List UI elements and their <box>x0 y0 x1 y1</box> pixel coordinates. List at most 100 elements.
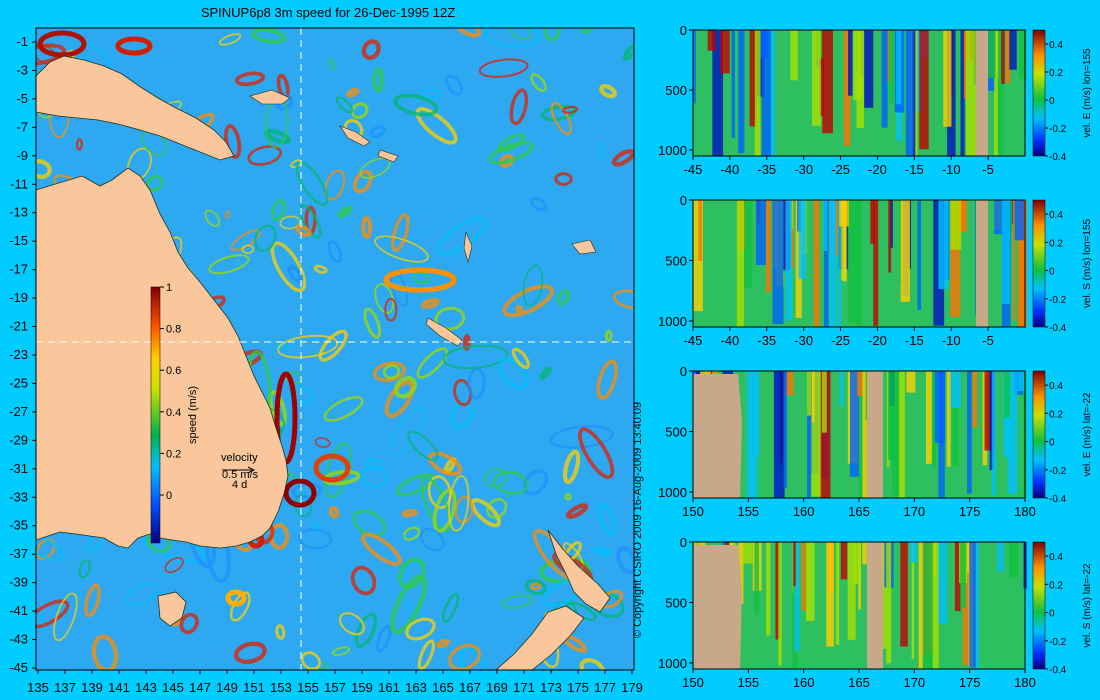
section-velocity-stripe <box>911 542 915 660</box>
section-velocity-stripe <box>880 542 887 649</box>
section-velocity-stripe <box>1005 30 1011 83</box>
section-colorbar-tick-label: 0 <box>1049 609 1055 620</box>
section-velocity-stripe <box>801 542 806 611</box>
section-velocity-stripe <box>765 200 772 293</box>
section-velocity-stripe <box>842 200 847 282</box>
eddy-filament <box>75 138 83 151</box>
section-velocity-stripe <box>731 30 735 138</box>
section-velocity-stripe <box>991 371 996 496</box>
section-colorbar-tick-label: 0 <box>1049 267 1055 278</box>
section-x-tick-label: -5 <box>982 333 994 348</box>
map-lat-tick-label: -5 <box>16 91 28 106</box>
eddy-filament <box>393 93 439 117</box>
section-x-tick-label: -35 <box>757 333 776 348</box>
section-velocity-stripe <box>912 30 916 156</box>
section-colorbar <box>1032 370 1046 499</box>
section-velocity-stripe <box>807 371 815 416</box>
eddy-filament <box>208 254 250 275</box>
eddy-filament <box>323 395 364 422</box>
section-velocity-stripe <box>967 371 972 494</box>
section-velocity-stripe <box>900 542 908 647</box>
section-velocity-stripe <box>917 200 922 310</box>
section-x-tick-label: 160 <box>793 504 815 519</box>
eddy-filament <box>483 28 541 48</box>
eddy-filament <box>581 28 593 34</box>
strong-current-feature <box>225 589 247 607</box>
eddy-filament <box>579 658 606 670</box>
section-y-tick-label: 1000 <box>658 656 687 671</box>
new-zealand-south-island <box>494 605 585 671</box>
map-lon-tick-label: 177 <box>594 680 616 695</box>
eddy-filament <box>376 625 392 653</box>
map-lat-tick-label: -9 <box>16 148 28 163</box>
velocity-key-scale: 0.5 m/s <box>222 469 259 481</box>
section-x-tick-label: -40 <box>720 162 739 177</box>
section-colorbar-tick-label: -0.4 <box>1049 152 1067 163</box>
eddy-filament <box>384 297 398 322</box>
section-velocity-stripe <box>938 371 945 498</box>
section-x-tick-label: -40 <box>720 333 739 348</box>
section-y-tick-label: 1000 <box>658 143 687 158</box>
section-colorbar-tick-label: 0.4 <box>1049 210 1063 221</box>
eddy-filament <box>254 224 277 252</box>
section-velocity-stripe <box>778 542 782 666</box>
map-lat-tick-label: -39 <box>9 575 28 590</box>
eddy-filament <box>352 509 387 537</box>
section-colorbar-tick-label: -0.2 <box>1049 637 1067 648</box>
eddy-filament <box>562 105 579 114</box>
section-colorbar-tick-label: -0.2 <box>1049 466 1067 477</box>
section-velocity-stripe <box>892 371 902 496</box>
section-colorbar-tick-label: 0.2 <box>1049 68 1063 79</box>
eddy-filament <box>384 380 415 418</box>
map-lon-tick-label: 149 <box>216 680 238 695</box>
strong-current-feature <box>37 30 87 58</box>
fiji <box>571 239 597 255</box>
speed-colorbar-tick-label: 0.2 <box>166 448 181 460</box>
section-velocity-stripe <box>835 542 840 645</box>
section-y-tick-label: 1000 <box>658 314 687 329</box>
section-colorbar-label: vel. E (m/s) lat=-22 <box>1082 392 1093 477</box>
eddy-filament <box>530 196 547 212</box>
map-lon-tick-label: 157 <box>324 680 346 695</box>
section-velocity-stripe <box>960 542 966 608</box>
eddy-filament <box>360 532 402 567</box>
section-y-tick-label: 500 <box>665 595 687 610</box>
eddy-filament <box>382 363 401 380</box>
section-velocity-stripe <box>1012 200 1015 321</box>
section-x-tick-label: 160 <box>793 675 815 690</box>
eddy-filament <box>604 329 613 342</box>
section-bathymetry-block <box>693 374 742 498</box>
map-lon-tick-label: 179 <box>621 680 643 695</box>
section-velocity-stripe <box>922 542 934 669</box>
section-x-tick-label: -45 <box>684 162 703 177</box>
eddy-filament <box>337 205 353 218</box>
section-velocity-stripe <box>720 30 730 74</box>
section-velocity-stripe <box>707 30 716 51</box>
eddy-filament <box>360 466 389 488</box>
section-velocity-stripe <box>966 30 977 156</box>
section-colorbar-tick-label: 0 <box>1049 96 1055 107</box>
eddy-filament <box>277 334 339 359</box>
eddy-filament <box>441 592 460 623</box>
section-colorbar-tick-label: 0.2 <box>1049 580 1063 591</box>
map-lat-tick-label: -29 <box>9 432 28 447</box>
eddy-filament <box>275 624 286 640</box>
section-velocity-stripe <box>823 200 829 327</box>
eddy-filament <box>279 215 301 230</box>
eddy-filament <box>554 172 573 186</box>
section-velocity-stripe <box>997 542 1004 572</box>
new-guinea-landmass <box>36 55 235 161</box>
section-x-tick-label: -30 <box>794 162 813 177</box>
strong-current-feature <box>115 36 153 56</box>
section-frame <box>692 29 1026 157</box>
australia-landmass <box>36 167 289 549</box>
section-velocity-stripe <box>972 371 978 428</box>
section-velocity-stripe <box>749 30 757 127</box>
section-velocity-stripe <box>848 30 853 96</box>
section-velocity-stripe <box>1001 200 1011 305</box>
section-bathymetry-block <box>867 371 883 498</box>
section-x-tick-label: 180 <box>1014 675 1036 690</box>
eddy-filament <box>436 639 451 649</box>
section-velocity-stripe <box>888 30 894 104</box>
